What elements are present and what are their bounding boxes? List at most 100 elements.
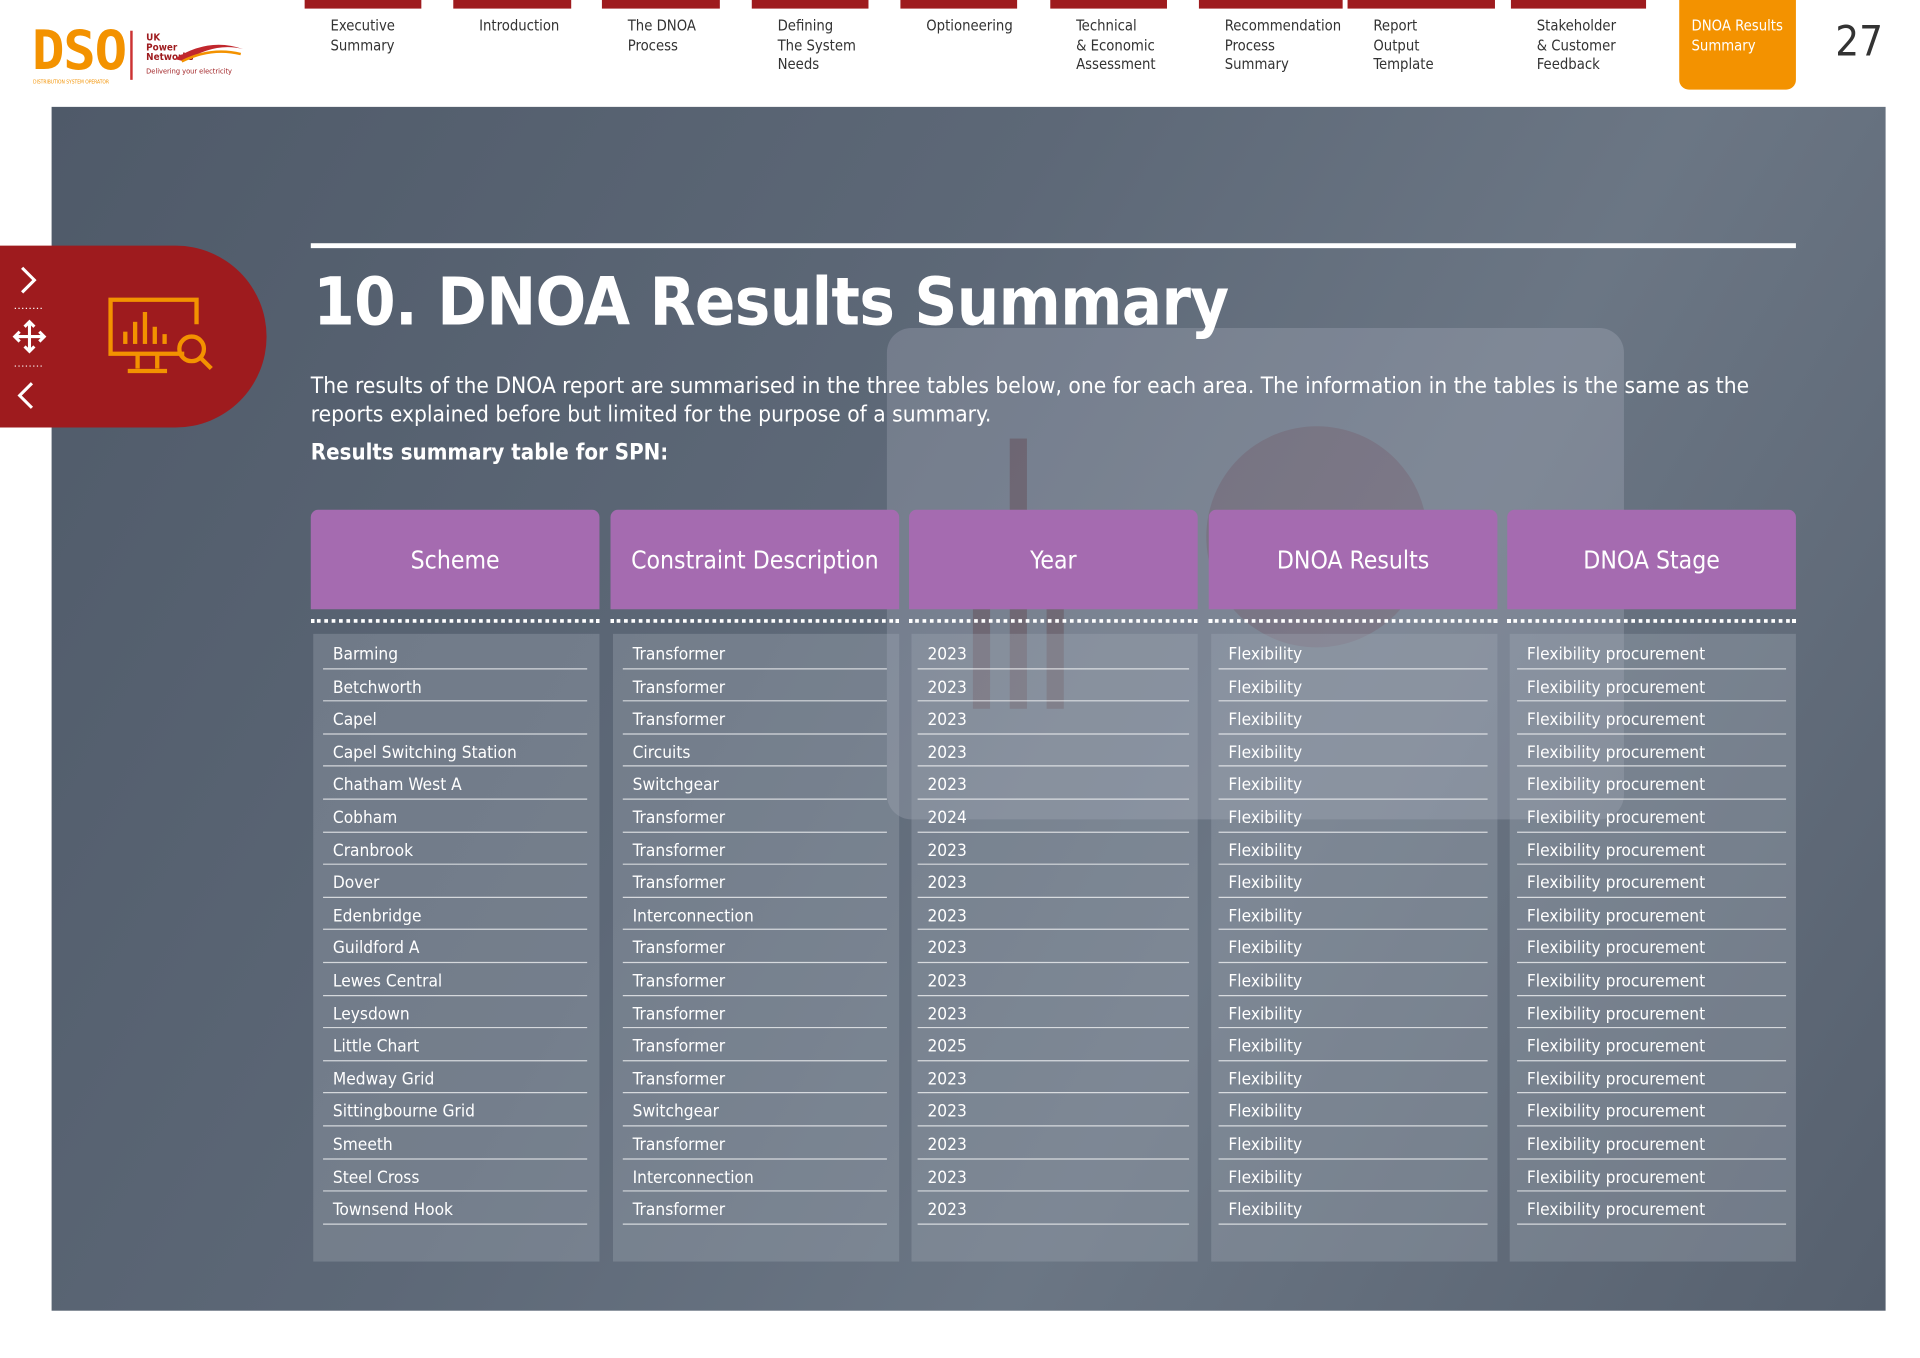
header-divider [909,619,1198,623]
table-cell: Flexibility [1218,669,1488,702]
table-cell: Edenbridge [323,898,588,931]
table-cell: Chatham West A [323,767,588,800]
table-cell: Flexibility [1218,865,1488,898]
table-cell: Sittingbourne Grid [323,1094,588,1127]
table-cell: 2023 [917,734,1190,768]
intro-text: The results of the DNOA report are summa… [310,373,1750,428]
table-cell: Capel [323,702,588,735]
table-cell: 2023 [917,1192,1190,1225]
table-cell: Dover [323,865,588,898]
next-arrow[interactable] [21,266,37,294]
header-divider [1507,619,1796,623]
section-icon [108,297,213,374]
table-cell: Flexibility [1218,832,1488,866]
table-cell: Lewes Central [323,963,588,996]
table-cell: Flexibility [1218,930,1488,964]
table-cell: Flexibility [1218,1159,1488,1192]
table-cell: Flexibility [1218,1094,1488,1127]
table-cell: Flexibility procurement [1517,865,1787,898]
table-cell: 2023 [917,996,1190,1029]
table-cell: Cranbrook [323,832,588,866]
prev-arrow[interactable] [17,382,34,409]
table-cell: Transformer [622,800,887,833]
column-header: DNOA Results [1208,509,1498,610]
table-cell: 2023 [917,1126,1190,1160]
table-cell: Leysdown [323,996,588,1029]
table-cell: Smeeth [323,1126,588,1160]
table-cell: 2023 [917,636,1190,669]
table-cell: 2023 [917,702,1190,735]
column-body [1509,633,1796,1262]
column-body [313,633,600,1262]
table-cell: Cobham [323,800,588,833]
page-number: 27 [1835,17,1884,67]
header-divider [1208,619,1498,623]
table-cell: Flexibility procurement [1517,1126,1787,1160]
content-panel [51,106,1886,1311]
table-cell: Flexibility [1218,1028,1488,1062]
table-cell: 2023 [917,898,1190,931]
table-caption: Results summary table for SPN: [310,439,669,466]
table-cell: 2025 [917,1028,1190,1062]
nav-tab[interactable]: Recommendation Process Summary [1198,0,1343,90]
table-cell: Transformer [622,669,887,702]
nav-tab[interactable]: Stakeholder & Customer Feedback [1510,0,1647,90]
nav-tab[interactable]: Introduction [453,0,572,90]
nav-tab[interactable]: Executive Summary [304,0,422,90]
nav-tab[interactable]: DNOA Results Summary [1679,0,1796,90]
nav-tab[interactable]: Technical & Economic Assessment [1050,0,1167,90]
nav-tab[interactable]: Optioneering [900,0,1018,90]
table-cell: Transformer [622,865,887,898]
table-cell: Flexibility [1218,734,1488,768]
column-header: Scheme [310,509,600,610]
column-body [911,633,1198,1262]
table-cell: Flexibility [1218,800,1488,833]
column-header: Year [909,509,1198,610]
table-cell: Flexibility procurement [1517,800,1787,833]
table-cell: Steel Cross [323,1159,588,1192]
move-icon[interactable] [12,319,47,354]
table-cell: Transformer [622,930,887,964]
table-cell: Flexibility procurement [1517,636,1787,669]
table-cell: Flexibility [1218,1192,1488,1225]
nav-tab[interactable]: Report Output Template [1347,0,1495,90]
nav-tab[interactable]: Defining The System Needs [751,0,869,90]
table-cell: Flexibility [1218,1126,1488,1160]
header-divider [610,619,900,623]
table-cell: Flexibility procurement [1517,832,1787,866]
table-cell: Flexibility [1218,767,1488,800]
table-cell: 2023 [917,1159,1190,1192]
table-cell: Townsend Hook [323,1192,588,1225]
table-cell: 2023 [917,930,1190,964]
logo-subtitle: DISTRIBUTION SYSTEM OPERATOR [33,78,109,85]
table-cell: Flexibility [1218,702,1488,735]
table-cell: Flexibility procurement [1517,1028,1787,1062]
table-cell: Barming [323,636,588,669]
header-divider [310,619,600,623]
table-cell: 2023 [917,865,1190,898]
table-cell: Flexibility [1218,1061,1488,1094]
nav-tab[interactable]: The DNOA Process [601,0,720,90]
table-cell: Interconnection [622,1159,887,1192]
table-cell: Circuits [622,734,887,768]
table-cell: Transformer [622,636,887,669]
table-cell: Flexibility procurement [1517,734,1787,768]
table-cell: 2023 [917,832,1190,866]
table-cell: Flexibility [1218,996,1488,1029]
logo-tagline: Delivering your electricity [146,67,232,77]
logo-divider [130,30,133,80]
table-cell: Flexibility procurement [1517,1061,1787,1094]
logo-company: UK Power Networks [146,31,194,63]
table-cell: Switchgear [622,767,887,800]
table-cell: Flexibility procurement [1517,1159,1787,1192]
title-rule [310,243,1796,249]
table-cell: Flexibility [1218,898,1488,931]
table-cell: Flexibility procurement [1517,1192,1787,1225]
table-cell: Flexibility procurement [1517,1094,1787,1127]
table-cell: Flexibility procurement [1517,963,1787,996]
table-cell: Switchgear [622,1094,887,1127]
table-cell: Transformer [622,1061,887,1094]
table-cell: Flexibility procurement [1517,669,1787,702]
